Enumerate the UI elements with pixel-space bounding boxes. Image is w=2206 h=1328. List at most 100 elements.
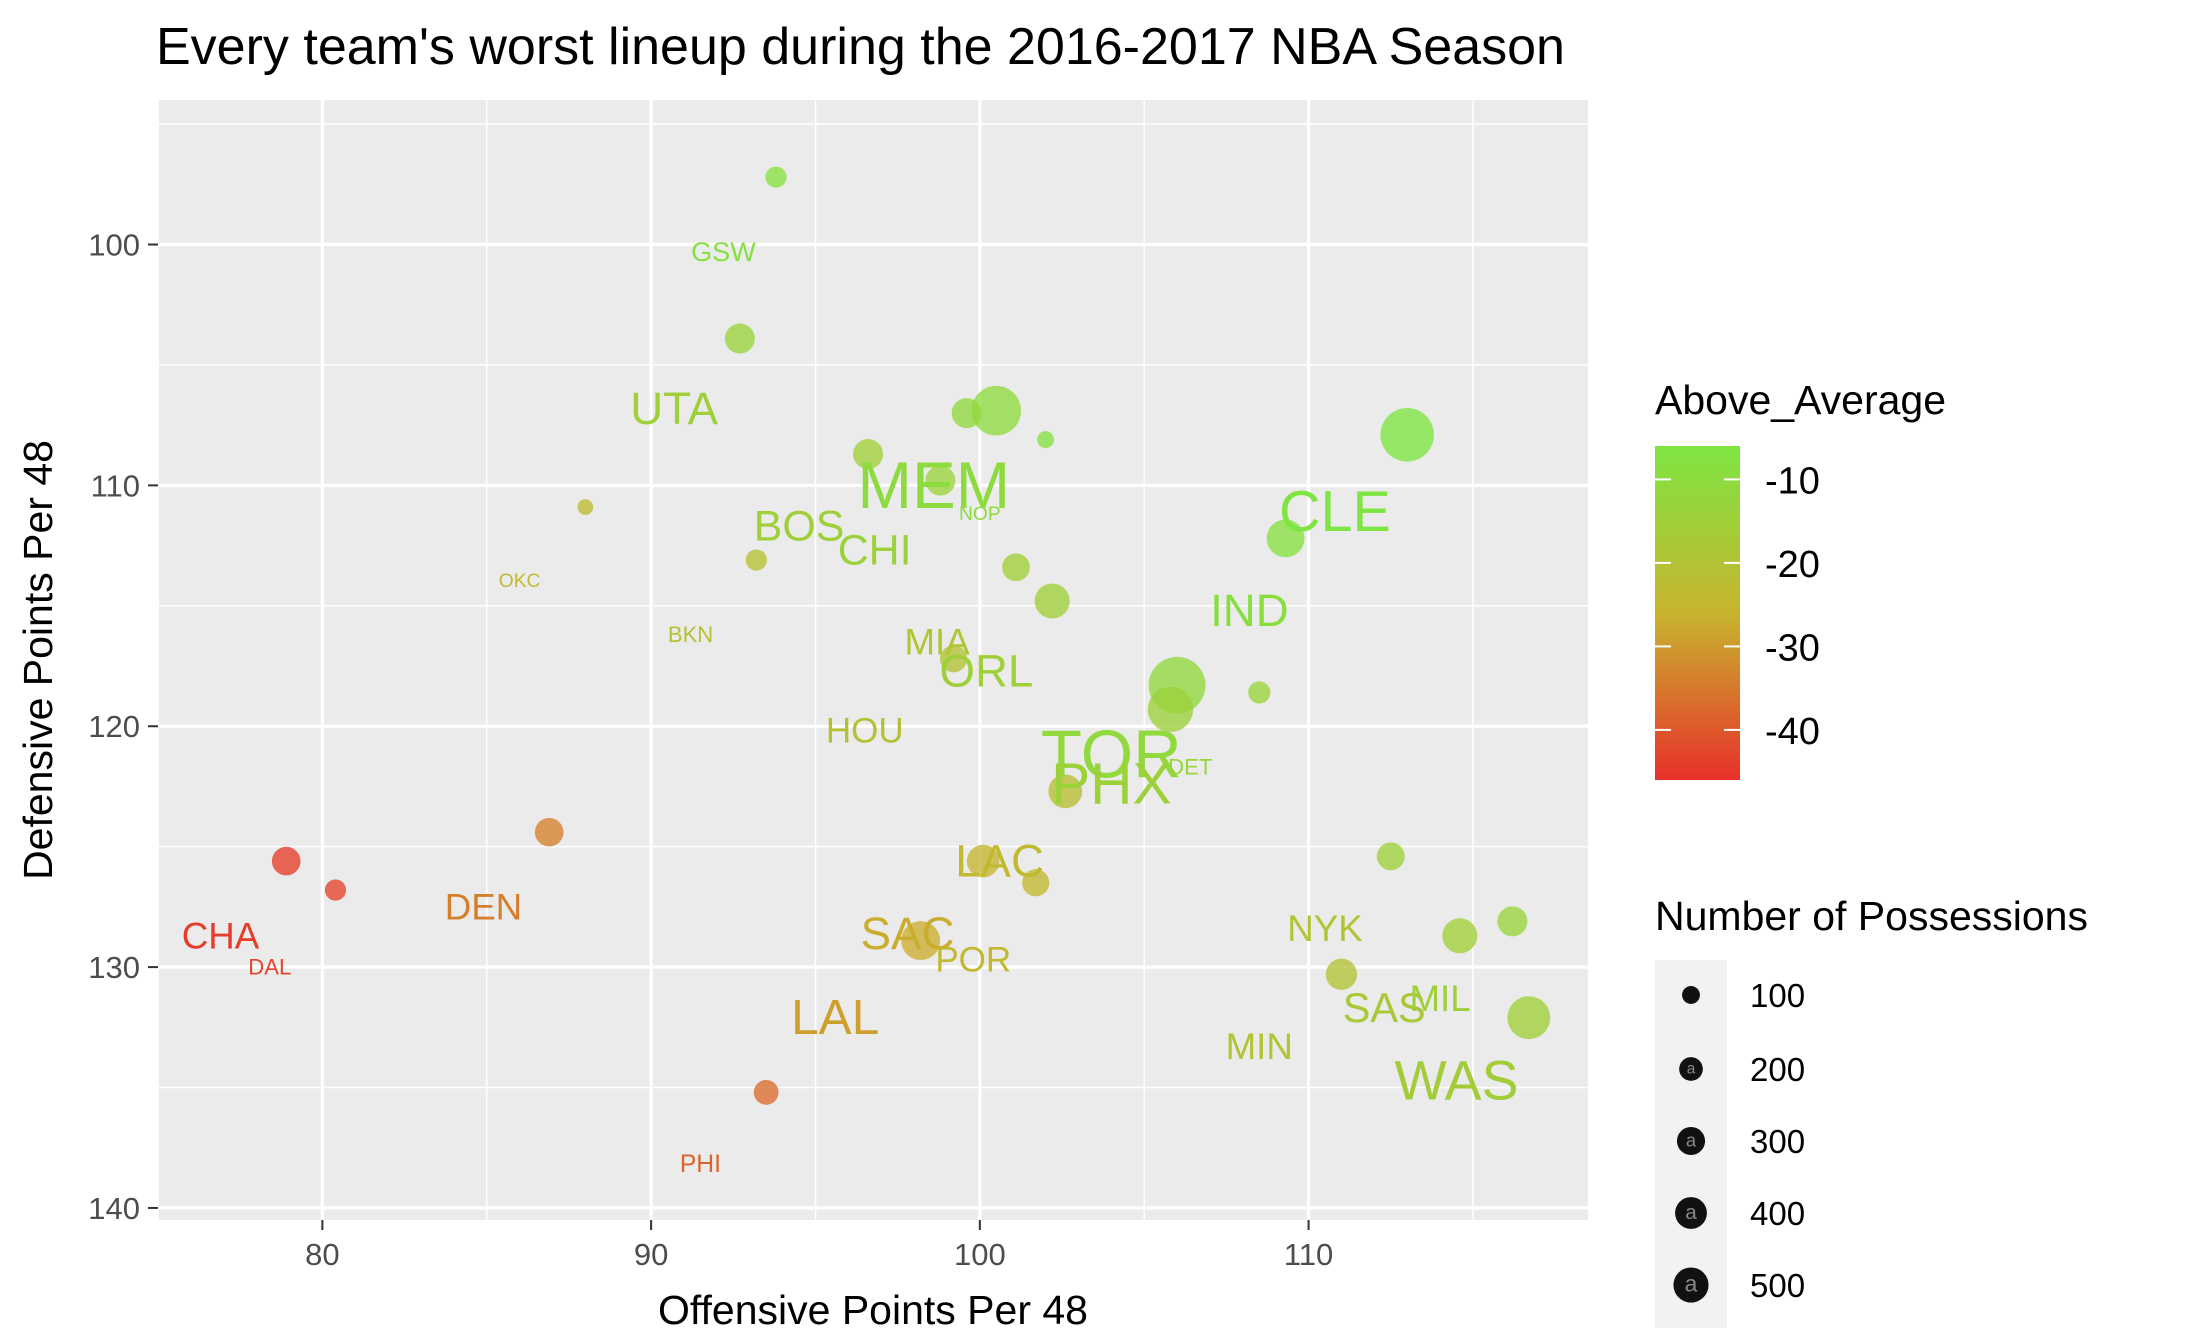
size-legend-key — [1682, 986, 1700, 1004]
team-label: CHA — [182, 915, 260, 956]
team-label: UTA — [630, 383, 718, 434]
data-point — [1037, 431, 1055, 449]
data-point — [951, 398, 982, 429]
size-legend-title: Number of Possessions — [1655, 893, 2088, 939]
team-label: DEN — [445, 886, 522, 927]
chart-title: Every team's worst lineup during the 201… — [156, 18, 1565, 76]
x-tick-label: 100 — [954, 1237, 1006, 1272]
team-label: WAS — [1395, 1049, 1519, 1111]
team-label: OKC — [499, 571, 541, 592]
data-point — [765, 166, 787, 188]
data-point — [1380, 408, 1434, 462]
x-tick-label: 110 — [1284, 1237, 1333, 1272]
size-legend-key-glyph: a — [1687, 1060, 1696, 1077]
size-legend-label: 100 — [1750, 977, 1805, 1014]
data-point — [577, 499, 594, 515]
data-point — [925, 465, 956, 496]
team-label: POR — [935, 940, 1011, 979]
team-label: MEM — [857, 449, 1010, 522]
size-legend-key-glyph: a — [1685, 1201, 1697, 1224]
size-legend-label: 500 — [1750, 1267, 1805, 1304]
team-label: SAC — [861, 908, 955, 959]
color-legend-title: Above_Average — [1655, 377, 1946, 423]
y-tick-label: 100 — [88, 228, 140, 263]
size-legend-key-glyph: a — [1685, 1271, 1698, 1297]
team-label: LAL — [791, 990, 879, 1045]
data-point — [745, 549, 767, 571]
data-point — [971, 385, 1022, 436]
y-axis-title: Defensive Points Per 48 — [15, 440, 61, 880]
team-label: HOU — [826, 712, 904, 751]
size-legend-items: 100 a 200 a 300 a 400 a 500 — [1673, 977, 1805, 1304]
team-label: GSW — [691, 236, 756, 267]
team-label: ORL — [940, 645, 1034, 696]
grid-lines — [157, 100, 1588, 1220]
team-label: IND — [1210, 585, 1289, 636]
y-tick-label: 120 — [88, 709, 140, 744]
team-label: MIN — [1226, 1026, 1293, 1067]
data-point — [724, 323, 755, 354]
color-legend: Above_Average -10 -20 -30 -40 — [1655, 377, 1946, 780]
size-legend-label: 200 — [1750, 1051, 1805, 1088]
data-point — [271, 846, 301, 876]
size-legend-key-glyph: a — [1686, 1129, 1697, 1150]
x-axis-title: Offensive Points Per 48 — [658, 1287, 1088, 1328]
data-point — [753, 1079, 779, 1105]
team-label: TOR — [1041, 718, 1182, 793]
data-point — [1442, 918, 1478, 954]
data-points — [271, 166, 1551, 1105]
size-legend-label: 400 — [1750, 1195, 1805, 1232]
plot-panel — [158, 100, 1588, 1220]
data-point — [1497, 906, 1528, 937]
y-tick-label: 140 — [88, 1191, 140, 1226]
size-legend-label: 300 — [1750, 1123, 1805, 1160]
data-point — [1002, 553, 1030, 582]
data-point — [1022, 869, 1050, 897]
data-point — [1376, 842, 1405, 871]
y-tick-label: 130 — [88, 950, 140, 985]
data-point — [1266, 519, 1305, 558]
team-label: MIL — [1409, 978, 1470, 1019]
data-point — [853, 439, 884, 470]
size-legend-key — [1679, 1057, 1703, 1081]
data-point — [966, 844, 1000, 878]
color-legend-label: -40 — [1765, 711, 1820, 753]
data-point — [939, 645, 968, 673]
color-legend-bar — [1655, 446, 1740, 780]
size-legend-key — [1673, 1267, 1709, 1303]
size-legend-key — [1676, 1126, 1706, 1156]
team-label: DAL — [248, 955, 291, 980]
team-label: SAS — [1343, 985, 1426, 1031]
color-legend-label: -20 — [1765, 544, 1820, 586]
team-label: MIA — [904, 621, 970, 662]
team-label: BKN — [668, 622, 713, 647]
data-point — [324, 879, 347, 901]
y-tick-label: 110 — [91, 468, 140, 503]
data-point — [1248, 681, 1271, 704]
team-label: LAC — [955, 836, 1044, 887]
x-tick-label: 90 — [634, 1237, 668, 1272]
team-label: NOP — [959, 504, 1001, 525]
team-label: PHX — [1051, 752, 1171, 817]
team-label: DET — [1168, 755, 1212, 780]
team-label: BOS — [754, 502, 845, 550]
size-legend-key — [1675, 1197, 1707, 1229]
x-tick-label: 80 — [305, 1237, 339, 1272]
team-label: NYK — [1287, 908, 1363, 949]
data-point — [1147, 686, 1194, 733]
data-point — [1507, 996, 1551, 1040]
size-legend: Number of Possessions 100 a 200 a 300 a 400 a 50… — [1655, 893, 2088, 1328]
data-point — [534, 817, 564, 847]
color-legend-ticks: -10 -20 -30 -40 — [1655, 460, 1820, 753]
color-legend-label: -30 — [1765, 627, 1820, 669]
team-label: CHI — [838, 526, 912, 574]
data-point — [1034, 583, 1070, 619]
axes: 80 90 100 110 100 110 120 130 140 — [88, 228, 1333, 1272]
data-point — [901, 921, 941, 961]
data-point — [1325, 958, 1358, 990]
team-label: CLE — [1279, 480, 1391, 544]
data-point — [1048, 774, 1083, 809]
team-label: PHI — [680, 1151, 721, 1178]
